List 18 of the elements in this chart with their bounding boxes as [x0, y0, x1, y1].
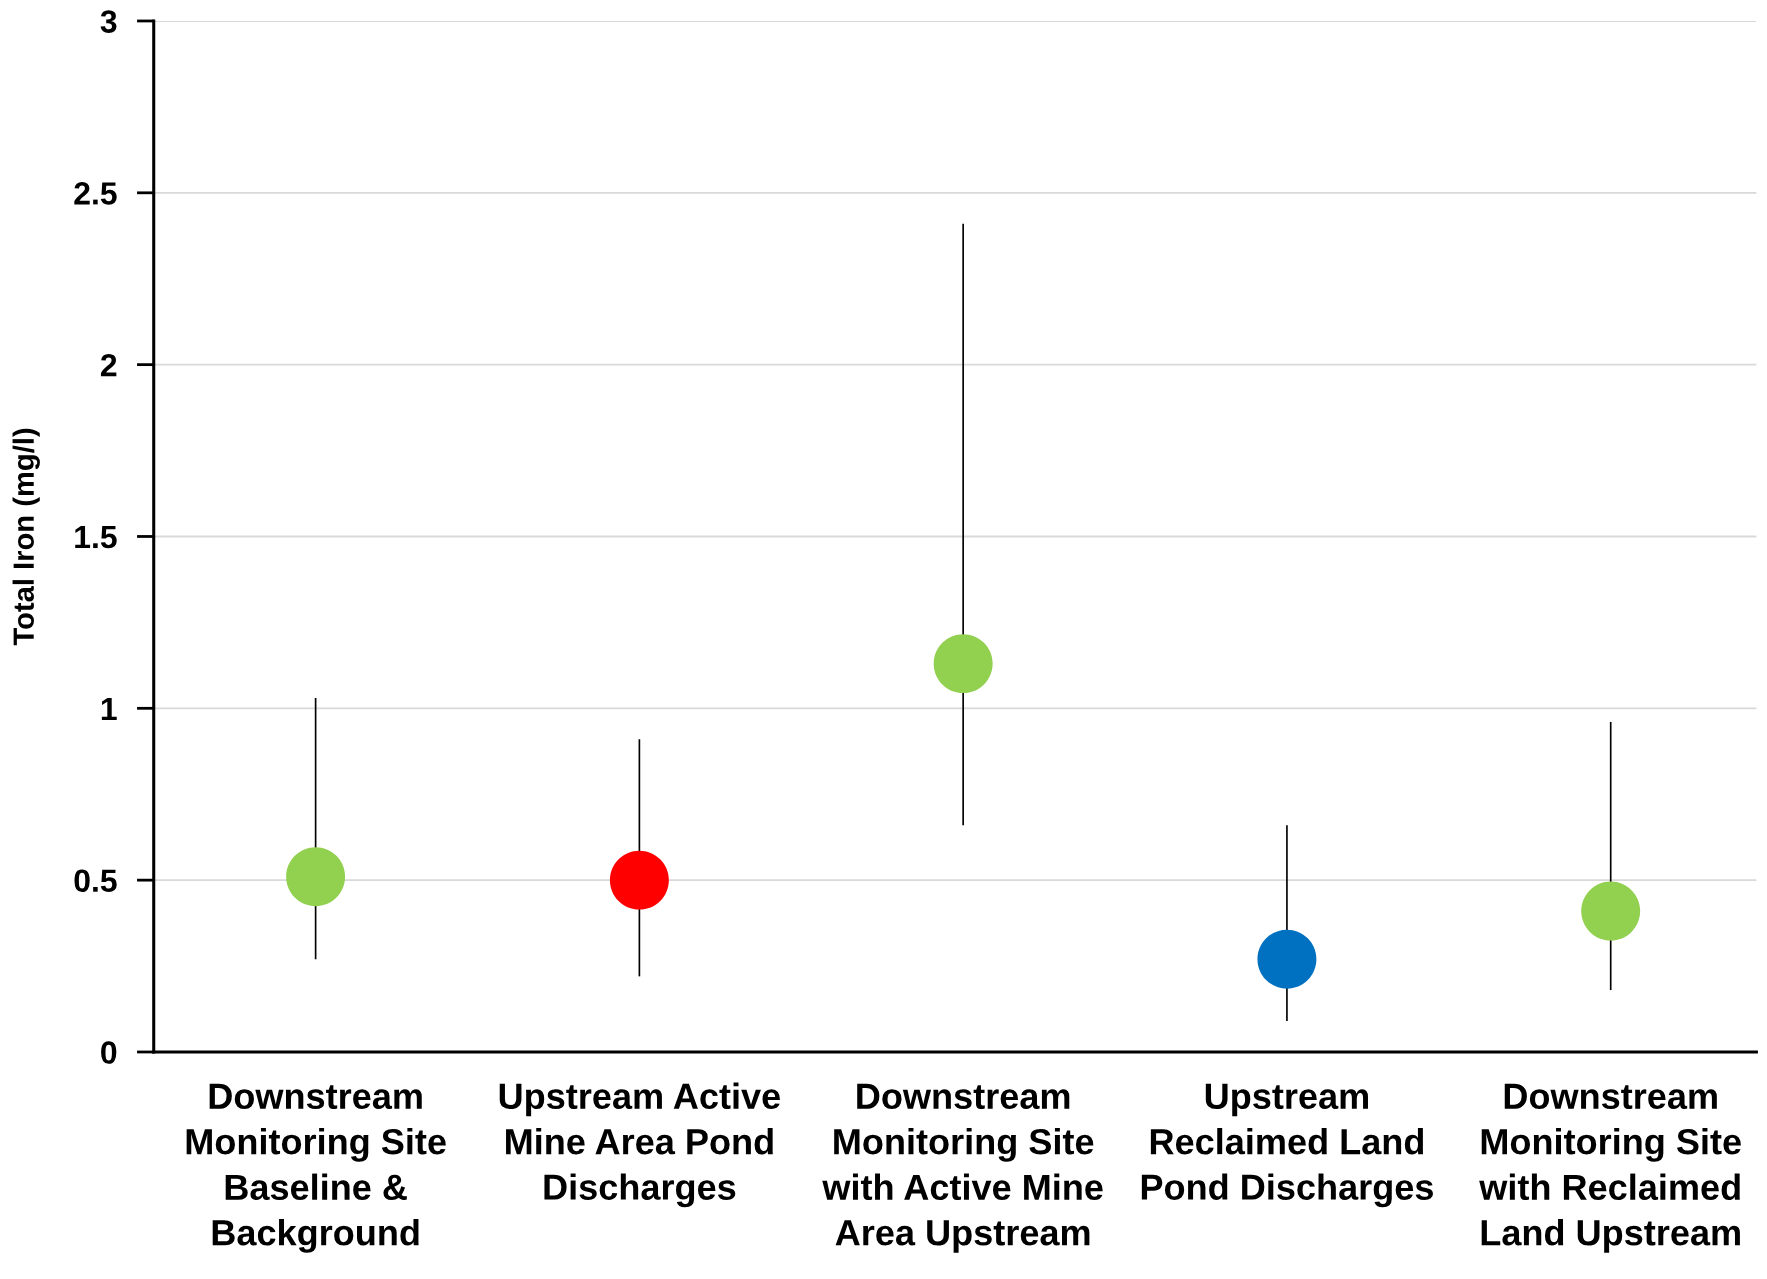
x-tick-label: Downstream Monitoring Site Baseline & Background	[186, 1083, 446, 1253]
y-axis-title: Total Iron (mg/l)	[12, 428, 40, 646]
x-tick-label: Upstream Reclaimed Land Pond Discharges	[1141, 1083, 1433, 1208]
point	[609, 850, 669, 910]
y-tick-label: 3	[100, 10, 117, 33]
y-tick-label: 1.5	[75, 526, 117, 549]
point	[1581, 881, 1641, 941]
point	[933, 634, 993, 694]
y-tick-label: 2.5	[74, 182, 117, 205]
y-tick-label: 2	[100, 353, 117, 377]
x-tick-label: Upstream Active Mine Area Pond Discharges	[499, 1082, 780, 1208]
y-tick-label: 0.5	[74, 869, 117, 893]
y-tick-label: 1	[101, 697, 117, 720]
y-tick-label: 0	[101, 1041, 117, 1064]
x-tick-label: Downstream Monitoring Site with Reclaimed Land Upstream	[1479, 1083, 1741, 1253]
x-tick-label: Downstream Monitoring Site with Active Mine Area Upstream	[822, 1083, 1103, 1253]
point	[286, 847, 346, 907]
point	[1257, 929, 1317, 989]
